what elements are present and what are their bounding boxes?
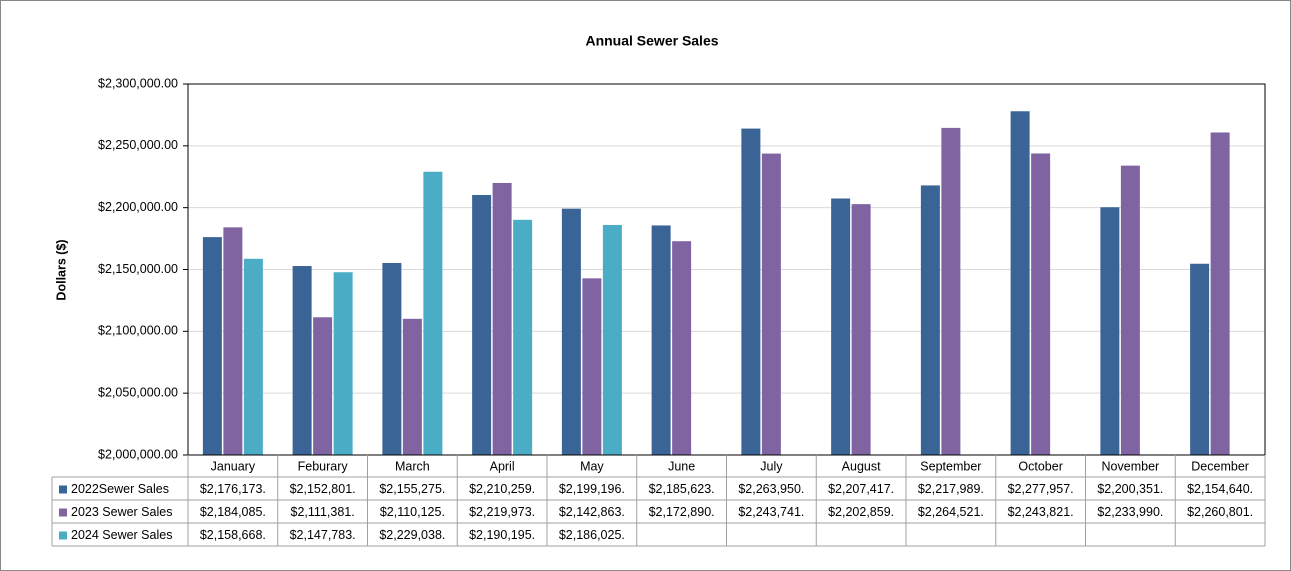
- legend-label: 2022Sewer Sales: [71, 482, 169, 496]
- table-cell: $2,142,863.: [559, 505, 625, 519]
- bar: [202, 237, 222, 455]
- bar: [402, 318, 422, 455]
- bar: [651, 225, 671, 455]
- y-tick-label: $2,300,000.00: [98, 76, 178, 90]
- bar: [941, 127, 961, 455]
- bar: [223, 227, 243, 455]
- bar: [492, 182, 512, 455]
- table-cell: $2,172,890.: [649, 505, 715, 519]
- table-cell: $2,200,351.: [1097, 482, 1163, 496]
- table-cell: $2,158,668.: [200, 528, 266, 542]
- table-cell: $2,110,125.: [380, 505, 445, 519]
- table-cell: $2,185,623.: [649, 482, 715, 496]
- bar: [513, 219, 533, 455]
- table-cell: $2,186,025.: [559, 528, 625, 542]
- bar: [1210, 132, 1230, 456]
- bar: [582, 278, 602, 455]
- table-cell: $2,199,196.: [559, 482, 625, 496]
- bar: [1190, 263, 1210, 455]
- table-cell: $2,233,990.: [1097, 505, 1163, 519]
- table-cell: $2,263,950.: [738, 482, 804, 496]
- bar: [313, 317, 333, 455]
- table-cell: $2,243,741.: [738, 505, 804, 519]
- bar: [382, 262, 402, 455]
- chart-title: Annual Sewer Sales: [585, 33, 718, 49]
- bar: [472, 194, 492, 455]
- x-tick-label: December: [1191, 459, 1249, 473]
- table-cell: $2,190,195.: [469, 528, 535, 542]
- x-tick-label: October: [1018, 459, 1062, 473]
- bar: [292, 266, 312, 455]
- x-tick-label: July: [760, 459, 783, 473]
- table-cell: $2,184,085.: [200, 505, 266, 519]
- x-tick-label: May: [580, 459, 604, 473]
- table-cell: $2,202,859.: [828, 505, 894, 519]
- legend-label: 2023 Sewer Sales: [71, 505, 172, 519]
- bar: [741, 128, 761, 455]
- table-cell: $2,217,989.: [918, 482, 984, 496]
- table-cell: $2,277,957.: [1008, 482, 1074, 496]
- x-tick-label: Feburary: [298, 459, 349, 473]
- x-tick-label: January: [211, 459, 256, 473]
- bar: [761, 153, 781, 456]
- bar: [333, 272, 353, 455]
- y-axis-title: Dollars ($): [54, 239, 68, 300]
- table-cell: $2,147,783.: [290, 528, 356, 542]
- bar: [1120, 165, 1140, 455]
- y-tick-label: $2,250,000.00: [98, 138, 178, 152]
- bar: [561, 208, 581, 455]
- table-cell: $2,210,259.: [469, 482, 535, 496]
- x-tick-label: April: [490, 459, 515, 473]
- y-tick-label: $2,050,000.00: [98, 385, 178, 399]
- y-tick-label: $2,000,000.00: [98, 447, 178, 461]
- legend-key: [59, 531, 67, 540]
- bar: [602, 224, 622, 455]
- legend-label: 2024 Sewer Sales: [71, 528, 172, 542]
- table-cell: $2,229,038.: [379, 528, 445, 542]
- x-tick-label: September: [920, 459, 981, 473]
- table-cell: $2,152,801.: [290, 482, 356, 496]
- x-tick-label: March: [395, 459, 430, 473]
- y-tick-label: $2,150,000.00: [98, 262, 178, 276]
- bar: [831, 198, 851, 455]
- bar: [851, 204, 871, 455]
- legend-key: [59, 508, 67, 517]
- x-tick-label: November: [1102, 459, 1160, 473]
- y-tick-label: $2,200,000.00: [98, 200, 178, 214]
- table-cell: $2,176,173.: [200, 482, 266, 496]
- table-cell: $2,154,640.: [1187, 482, 1253, 496]
- x-tick-label: June: [668, 459, 695, 473]
- bar: [1100, 207, 1120, 455]
- legend-key: [59, 485, 67, 494]
- table-cell: $2,207,417.: [828, 482, 894, 496]
- table-cell: $2,111,381.: [291, 505, 355, 519]
- table-cell: $2,260,801.: [1187, 505, 1253, 519]
- table-cell: $2,219,973.: [469, 505, 535, 519]
- y-tick-label: $2,100,000.00: [98, 324, 178, 338]
- bar: [243, 258, 263, 455]
- table-cell: $2,243,821.: [1008, 505, 1074, 519]
- bar: [423, 171, 443, 455]
- bar: [920, 185, 940, 455]
- bar: [1010, 111, 1030, 456]
- bar: [672, 241, 692, 455]
- table-cell: $2,155,275.: [379, 482, 445, 496]
- bar: [1031, 153, 1051, 455]
- table-cell: $2,264,521.: [918, 505, 984, 519]
- x-tick-label: August: [842, 459, 881, 473]
